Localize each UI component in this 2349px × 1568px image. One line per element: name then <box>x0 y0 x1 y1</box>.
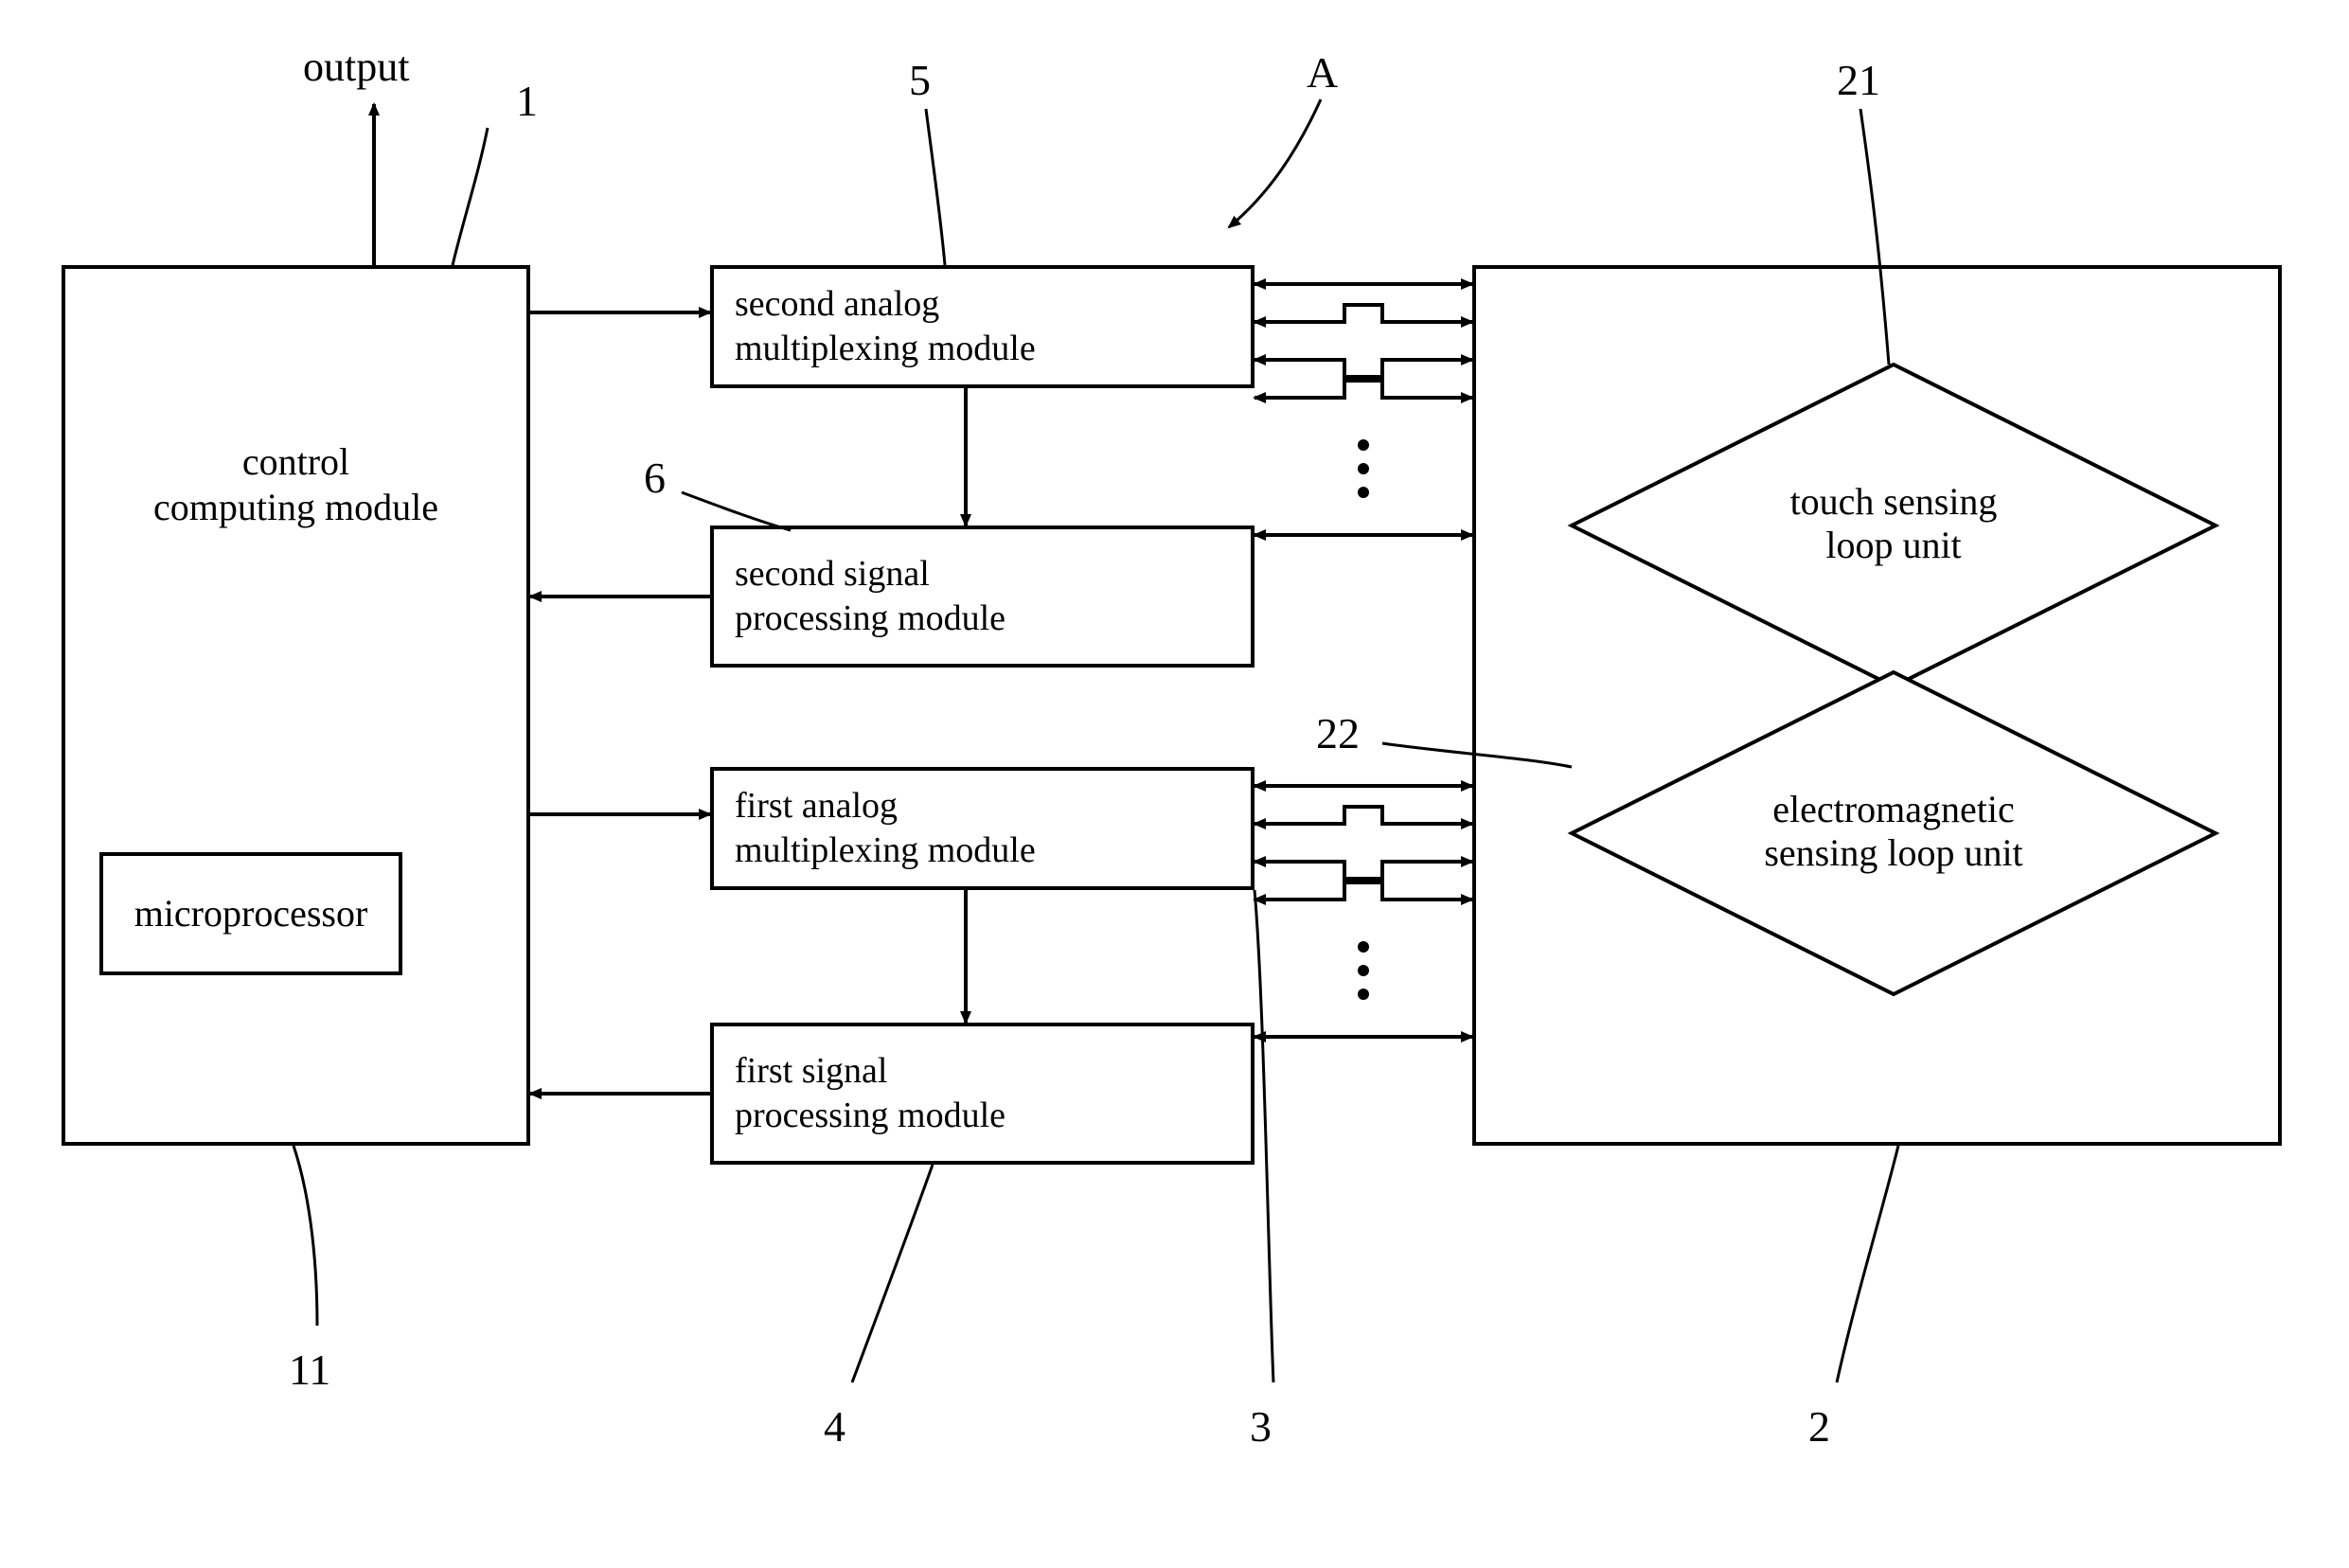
ref-11: 11 <box>289 1345 330 1395</box>
second-signal-processing-module: second signalprocessing module <box>710 526 1255 668</box>
ref-4: 4 <box>824 1401 845 1452</box>
ref-A: A <box>1307 47 1338 98</box>
first-analog-multiplexing-module: first analogmultiplexing module <box>710 767 1255 890</box>
second-analog-multiplexing-module: second analogmultiplexing module <box>710 265 1255 388</box>
ref-6: 6 <box>644 453 666 503</box>
diagram-canvas: controlcomputing module microprocessor s… <box>0 0 2349 1568</box>
ref-21: 21 <box>1837 55 1880 105</box>
sensing-container <box>1472 265 2282 1146</box>
ref-22: 22 <box>1316 708 1360 758</box>
first-signal-label: first signalprocessing module <box>735 1049 1005 1139</box>
first-analog-label: first analogmultiplexing module <box>735 784 1036 874</box>
control-label: controlcomputing module <box>65 439 526 530</box>
microprocessor-block: microprocessor <box>99 852 402 975</box>
ref-5: 5 <box>909 55 931 105</box>
output-label: output <box>303 43 409 91</box>
second-signal-label: second signalprocessing module <box>735 552 1005 642</box>
microprocessor-label: microprocessor <box>134 890 368 937</box>
ref-2: 2 <box>1808 1401 1830 1452</box>
second-analog-label: second analogmultiplexing module <box>735 282 1036 372</box>
control-computing-module: controlcomputing module <box>62 265 530 1146</box>
first-signal-processing-module: first signalprocessing module <box>710 1023 1255 1165</box>
ref-1: 1 <box>516 76 538 126</box>
ref-3: 3 <box>1250 1401 1272 1452</box>
